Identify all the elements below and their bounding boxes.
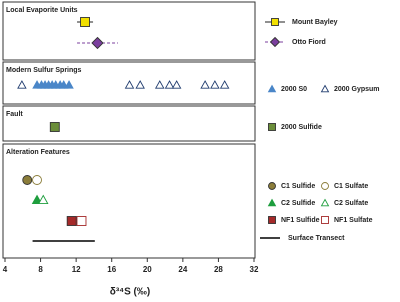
- data-point: [210, 80, 220, 89]
- legend-label: Otto Fiord: [292, 39, 326, 46]
- legend-label: C2 Sulfate: [334, 200, 368, 207]
- legend-label: C1 Sulfate: [334, 183, 368, 190]
- data-point: [31, 194, 43, 205]
- data-point: [32, 175, 42, 185]
- x-tick-label: 12: [72, 265, 81, 274]
- legend-marker: [320, 84, 330, 93]
- data-point: [66, 216, 77, 226]
- legend-marker: [267, 84, 277, 93]
- legend-label: 2000 Sulfide: [281, 124, 322, 131]
- x-tick-label: 24: [178, 265, 187, 274]
- data-point: [76, 216, 87, 226]
- legend-label: NF1 Sulfate: [334, 217, 373, 224]
- data-point: [49, 122, 60, 132]
- data-point: [80, 17, 90, 27]
- legend-marker: [321, 182, 329, 190]
- panel-title: Local Evaporite Units: [6, 7, 78, 14]
- legend-marker: [269, 36, 281, 48]
- data-point: [171, 80, 182, 89]
- legend-label: C2 Sulfide: [281, 200, 315, 207]
- data-point: [124, 80, 135, 89]
- data-point: [219, 80, 230, 89]
- legend-marker: [271, 18, 279, 26]
- data-point: [200, 80, 210, 89]
- x-tick-label: 8: [38, 265, 43, 274]
- legend-marker: [320, 198, 330, 207]
- legend-label: Mount Bayley: [292, 19, 338, 26]
- data-point: [164, 80, 175, 89]
- panel-title: Fault: [6, 111, 23, 118]
- data-point: [154, 80, 165, 89]
- panel: [2, 1, 256, 61]
- legend-label: 2000 S0: [281, 86, 307, 93]
- x-tick-label: 28: [214, 265, 223, 274]
- x-tick-label: 16: [107, 265, 116, 274]
- panel-title: Alteration Features: [6, 149, 70, 156]
- data-point: [22, 175, 33, 185]
- x-tick-label: 32: [250, 265, 259, 274]
- panel: [2, 61, 256, 105]
- legend-label: C1 Sulfide: [281, 183, 315, 190]
- data-point: [37, 194, 49, 205]
- legend-marker: [268, 216, 276, 224]
- panel-title: Modern Sulfur Springs: [6, 67, 82, 74]
- data-point: [64, 80, 74, 89]
- data-point: [135, 80, 145, 89]
- legend-label: Surface Transect: [288, 235, 345, 242]
- legend-label: 2000 Gypsum: [334, 86, 380, 93]
- legend-label: NF1 Sulfide: [281, 217, 320, 224]
- x-axis-title: δ³⁴S (‰): [110, 287, 150, 298]
- legend-marker: [321, 216, 329, 224]
- x-tick-label: 4: [3, 265, 8, 274]
- legend-marker: [268, 182, 276, 190]
- legend-marker: [267, 198, 277, 207]
- data-point: [91, 36, 104, 50]
- x-tick-label: 20: [143, 265, 152, 274]
- legend-marker: [268, 123, 276, 131]
- panel: [2, 105, 256, 142]
- data-point: [17, 80, 27, 89]
